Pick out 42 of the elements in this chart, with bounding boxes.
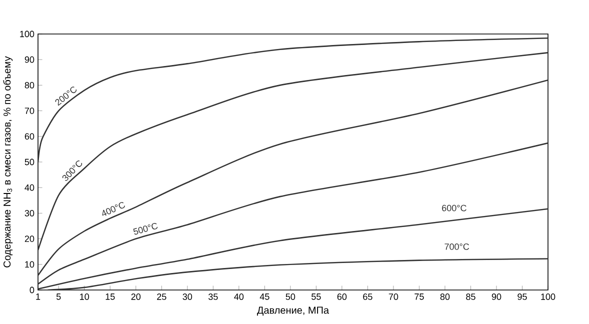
- x-tick-label: 80: [440, 294, 450, 300]
- x-tick-label: 50: [286, 294, 296, 300]
- y-tick-label: 80: [24, 82, 34, 88]
- y-tick-label: 50: [24, 158, 34, 166]
- x-tick-label: 35: [208, 294, 218, 300]
- y-tick-label: 0: [30, 286, 34, 294]
- line-series: [38, 52, 548, 251]
- x-tick-label: 75: [414, 294, 424, 300]
- y-tick-label: 60: [24, 133, 34, 140]
- x-tick-label: 5: [56, 294, 61, 300]
- y-axis-title: Содержание NH$_{3}$ в смеси газов, % по объему: [3, 56, 13, 268]
- y-tick-label: 30: [24, 210, 34, 216]
- y-tick-label: 10: [25, 261, 34, 268]
- line-series: [47, 258, 548, 290]
- x-tick-label: 20: [131, 294, 141, 300]
- x-tick-label: 55: [312, 294, 321, 300]
- series-label: 600°C: [442, 204, 466, 212]
- x-tick-label: 40: [234, 294, 244, 300]
- x-tick-label: 60: [337, 294, 347, 300]
- x-tick-label: 85: [466, 294, 476, 300]
- y-tick-label: 100: [20, 30, 34, 38]
- x-tick-label: 100: [541, 294, 556, 300]
- x-tick-label: 95: [518, 294, 527, 300]
- x-tick-label: 15: [106, 294, 115, 300]
- x-tick-label: 10: [80, 294, 90, 300]
- x-tick-label: 30: [182, 294, 192, 300]
- x-tick-label: 90: [492, 294, 502, 300]
- y-tick-label: 70: [24, 108, 34, 114]
- line-series: [38, 142, 548, 285]
- x-tick-label: 65: [363, 294, 372, 300]
- y-tick-label: 40: [24, 184, 34, 191]
- y-tick-label: 20: [24, 236, 34, 242]
- x-axis-title: Давление, МПа: [257, 306, 330, 316]
- line-series: [38, 79, 548, 276]
- x-tick-label: 25: [157, 294, 166, 300]
- y-tick-label: 90: [24, 56, 34, 63]
- text: 500°C: [133, 223, 158, 235]
- x-tick-label: 45: [260, 294, 270, 300]
- x-tick-label: 1: [36, 294, 40, 300]
- text: 400°C: [102, 202, 125, 216]
- series-label: 700°C: [444, 243, 470, 250]
- x-tick-label: 70: [388, 294, 398, 300]
